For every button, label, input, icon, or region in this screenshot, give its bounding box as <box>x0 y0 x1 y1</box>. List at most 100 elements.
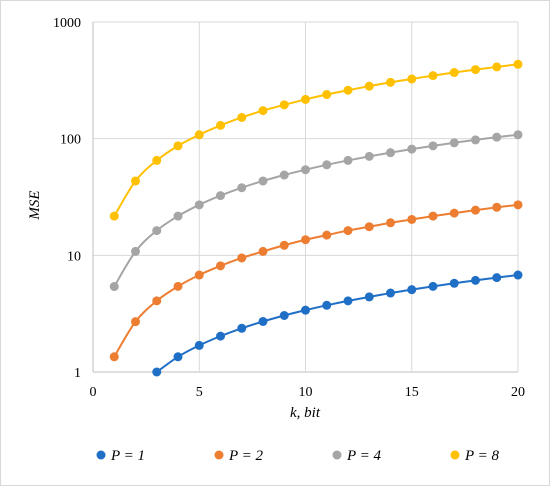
data-point <box>194 200 204 210</box>
data-point <box>428 71 438 81</box>
legend-item: P = 2 <box>214 448 264 464</box>
x-tick-label: 10 <box>299 385 313 400</box>
data-point <box>237 253 247 263</box>
data-point <box>386 148 395 158</box>
x-tick-label: 15 <box>405 385 419 400</box>
data-point <box>301 165 310 175</box>
legend-marker <box>214 450 224 460</box>
tick-labels: 1 10 100 1000 0 5 10 15 20 <box>53 16 525 400</box>
data-point <box>428 281 438 291</box>
data-point <box>301 94 310 104</box>
series-4 <box>109 59 523 221</box>
data-point <box>407 144 417 154</box>
legend-label: P = 1 <box>110 448 145 464</box>
data-point <box>322 230 332 240</box>
data-point <box>237 323 247 333</box>
legend: P = 1 P = 2 P = 4 P = 8 <box>96 448 500 464</box>
data-point <box>131 246 140 256</box>
legend-item: P = 1 <box>96 448 145 464</box>
series-1 <box>152 270 523 377</box>
data-point <box>152 296 162 306</box>
data-point <box>386 288 395 298</box>
data-point <box>279 240 289 250</box>
data-point <box>449 208 459 218</box>
data-point <box>513 59 523 69</box>
y-tick-label: 1 <box>74 366 81 381</box>
data-point <box>492 62 502 72</box>
data-point <box>428 211 438 221</box>
data-point <box>471 205 480 215</box>
data-point <box>386 218 395 228</box>
legend-item: P = 8 <box>450 448 500 464</box>
legend-label: P = 8 <box>464 448 500 464</box>
data-point <box>364 292 374 302</box>
data-point <box>131 176 140 186</box>
data-point <box>471 65 480 75</box>
data-point <box>216 120 225 130</box>
data-point <box>131 317 140 327</box>
data-point <box>492 273 502 283</box>
data-point <box>279 100 289 110</box>
data-point <box>152 155 162 165</box>
data-point <box>194 270 204 280</box>
y-tick-label: 10 <box>67 249 81 264</box>
data-point <box>322 300 332 310</box>
x-tick-label: 5 <box>196 385 203 400</box>
data-point <box>109 282 119 292</box>
data-point <box>364 151 374 161</box>
data-point <box>343 296 353 306</box>
data-point <box>237 112 247 122</box>
data-point <box>216 331 225 341</box>
y-axis-label: MSE <box>27 190 43 220</box>
legend-marker <box>450 450 460 460</box>
data-point <box>173 141 183 151</box>
data-point <box>471 275 480 285</box>
data-point <box>152 226 162 236</box>
data-point <box>301 305 310 315</box>
data-point <box>279 311 289 320</box>
x-axis-label: k, bit <box>290 405 321 421</box>
data-point <box>194 340 204 350</box>
data-point <box>173 211 183 221</box>
data-point <box>258 316 268 326</box>
x-tick-label: 20 <box>511 385 525 400</box>
data-point <box>322 160 332 170</box>
data-point <box>258 176 268 186</box>
data-point <box>258 106 268 116</box>
series-layer <box>109 59 523 377</box>
data-point <box>386 77 395 87</box>
data-point <box>407 214 417 224</box>
data-point <box>513 200 523 210</box>
data-point <box>194 130 204 140</box>
series-3 <box>109 130 523 292</box>
data-point <box>513 270 523 280</box>
legend-marker <box>96 450 106 460</box>
data-point <box>258 246 268 256</box>
series-2 <box>109 200 523 362</box>
series-line <box>156 274 519 373</box>
legend-marker <box>332 450 342 460</box>
data-point <box>492 202 502 212</box>
data-point <box>173 281 183 291</box>
data-point <box>109 352 119 362</box>
data-point <box>449 138 459 148</box>
data-point <box>407 74 417 84</box>
data-point <box>109 211 119 221</box>
data-point <box>322 90 332 100</box>
legend-item: P = 4 <box>332 448 382 464</box>
data-point <box>492 132 502 142</box>
data-point <box>407 285 417 295</box>
data-point <box>237 183 247 193</box>
data-point <box>173 352 183 362</box>
grid-layer <box>92 21 519 373</box>
data-point <box>343 85 353 95</box>
y-tick-label: 100 <box>60 133 81 148</box>
data-point <box>216 191 225 201</box>
data-point <box>428 141 438 151</box>
data-point <box>279 170 289 180</box>
y-tick-label: 1000 <box>53 16 81 31</box>
data-point <box>152 367 162 377</box>
data-point <box>301 235 310 245</box>
